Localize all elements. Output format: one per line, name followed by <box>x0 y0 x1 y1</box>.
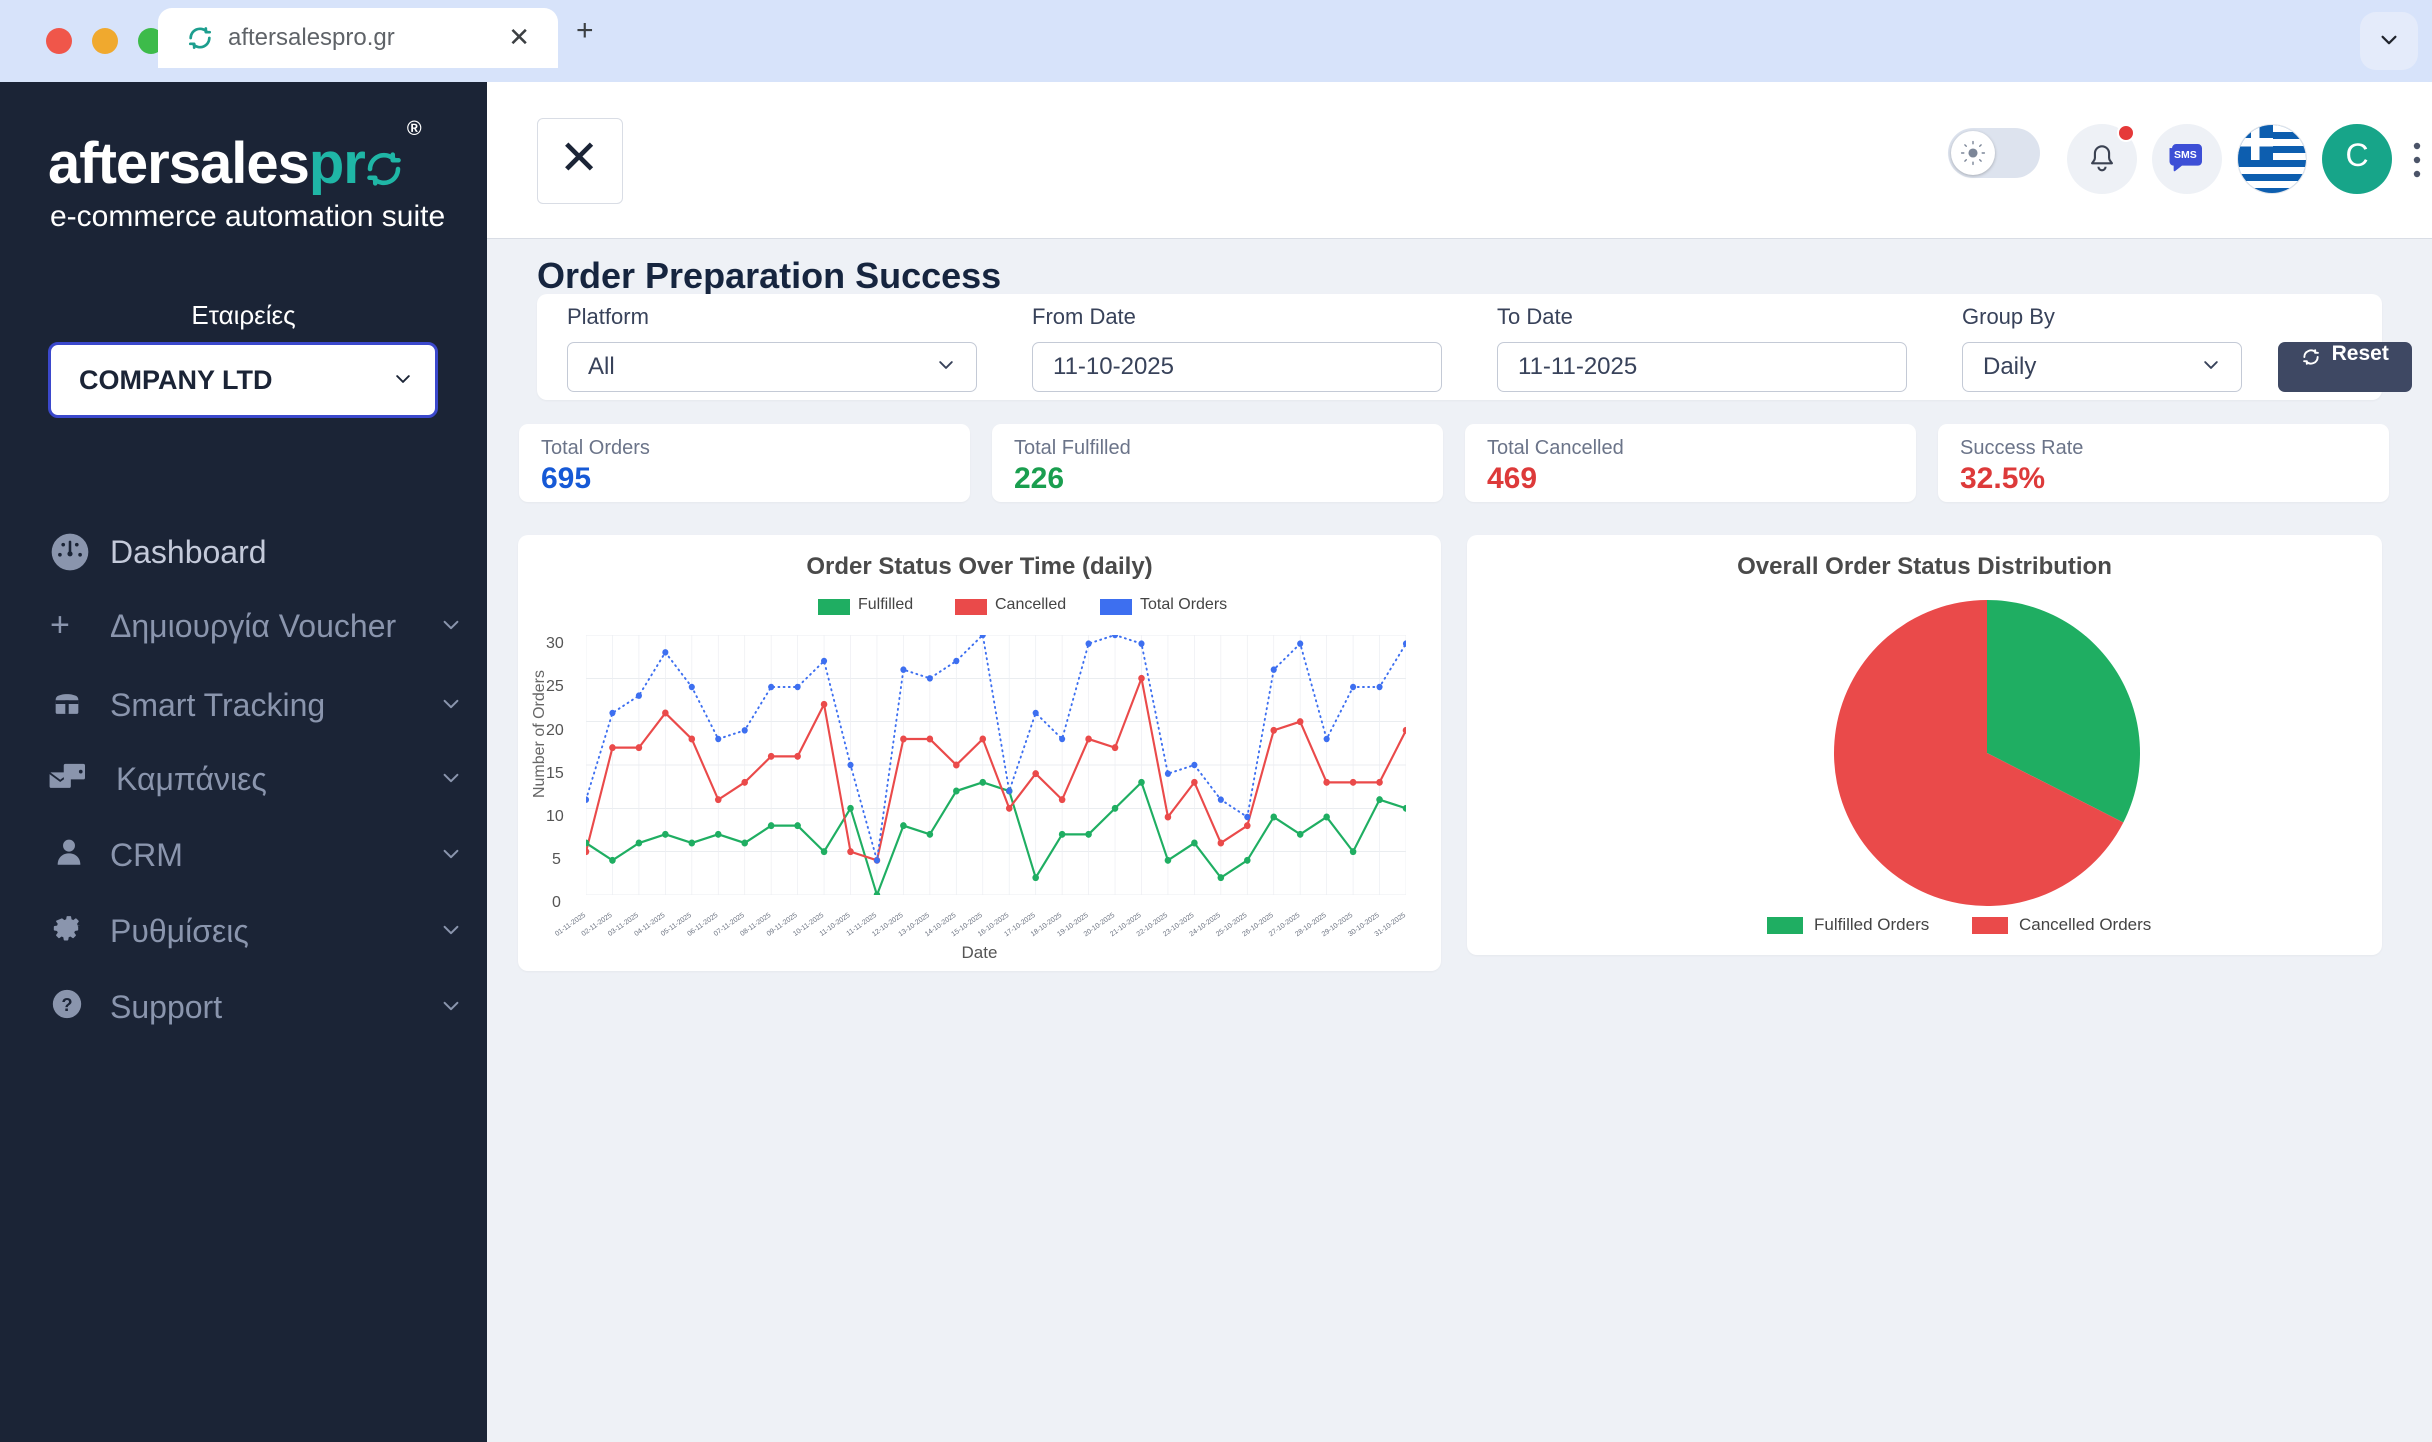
svg-text:?: ? <box>61 994 72 1015</box>
svg-text:SMS: SMS <box>2174 149 2197 161</box>
